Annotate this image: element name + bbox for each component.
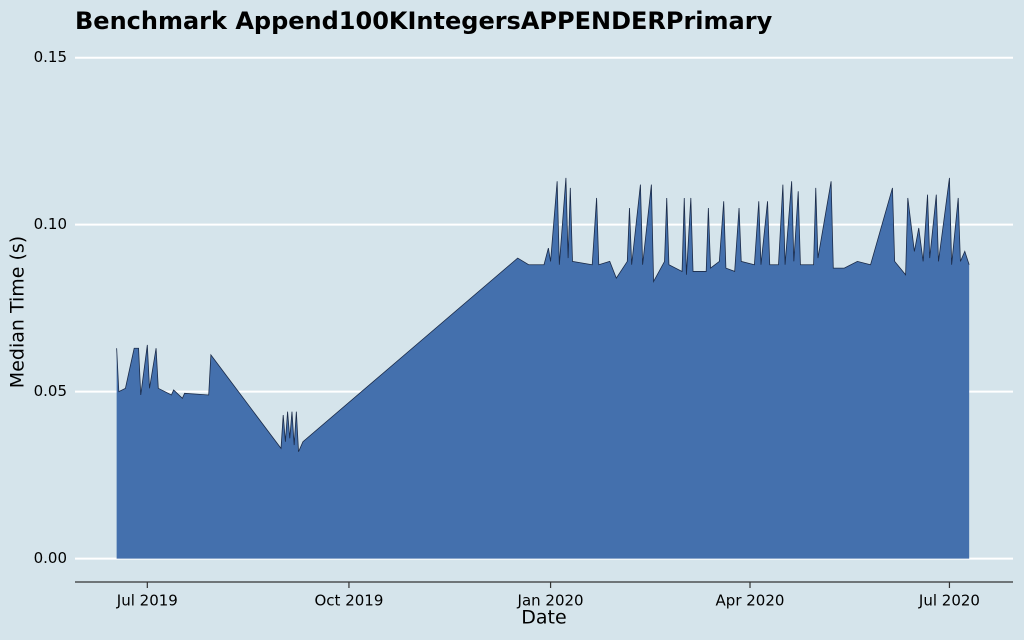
x-tick-label: Jan 2020 (517, 592, 584, 610)
y-tick-label: 0.10 (34, 215, 67, 233)
x-tick-label: Oct 2019 (315, 592, 384, 610)
x-tick-label: Jul 2019 (116, 592, 178, 610)
area (116, 177, 970, 559)
x-tick-label: Apr 2020 (716, 592, 785, 610)
y-axis-label: Median Time (s) (7, 236, 29, 388)
y-tick-label: 0.00 (34, 549, 67, 567)
area-outline (116, 177, 970, 452)
chart-title: Benchmark Append100KIntegersAPPENDERPrim… (75, 7, 773, 35)
y-tick-label: 0.15 (34, 48, 67, 66)
x-tick-label: Jul 2020 (918, 592, 980, 610)
y-tick-label: 0.05 (34, 382, 67, 400)
x-axis-label: Date (521, 607, 566, 629)
